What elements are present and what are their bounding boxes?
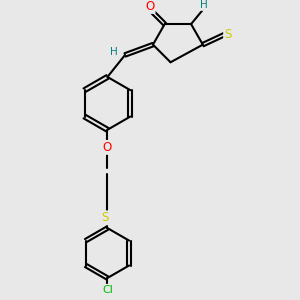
- Text: H: H: [110, 47, 118, 57]
- Text: S: S: [101, 211, 109, 224]
- Text: O: O: [146, 0, 154, 13]
- Text: O: O: [103, 141, 112, 154]
- Text: S: S: [224, 28, 232, 41]
- Text: Cl: Cl: [102, 285, 113, 295]
- Text: H: H: [200, 0, 208, 10]
